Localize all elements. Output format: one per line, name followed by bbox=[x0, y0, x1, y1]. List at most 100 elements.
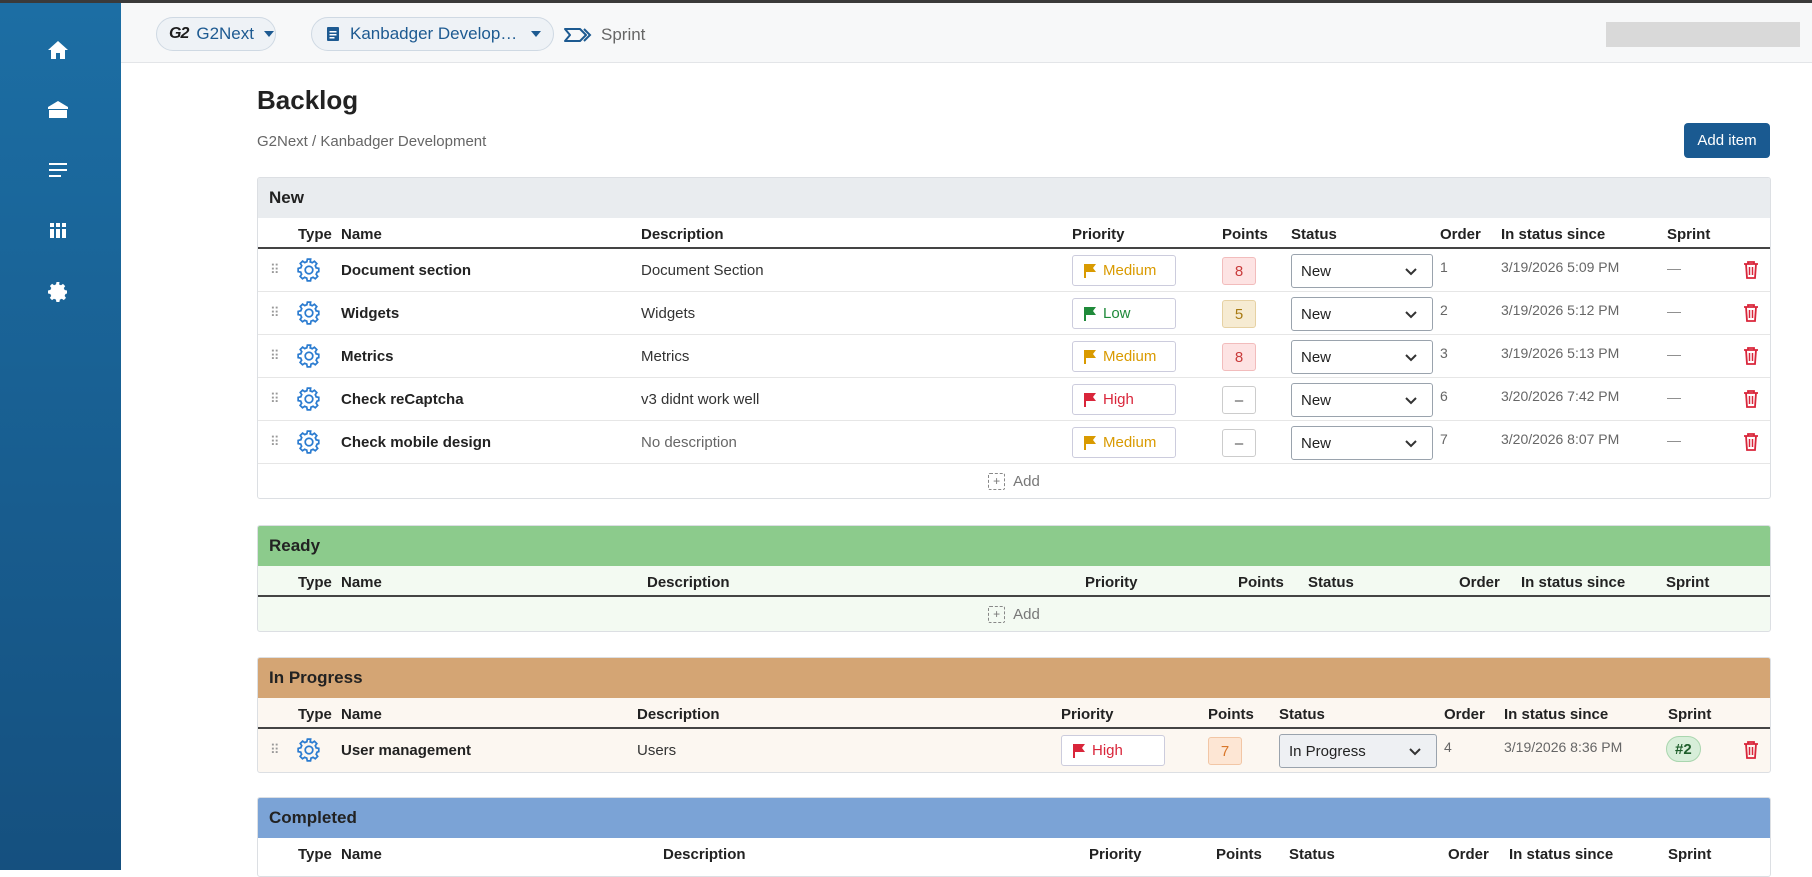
window-top-border bbox=[0, 0, 1812, 3]
status-select[interactable]: New bbox=[1291, 383, 1433, 417]
gear-icon[interactable] bbox=[43, 277, 73, 307]
item-order: 2 bbox=[1440, 302, 1448, 318]
column-headers: Type Name Description Priority Points St… bbox=[258, 218, 1770, 249]
add-item-button[interactable]: Add item bbox=[1684, 123, 1770, 158]
points-badge[interactable]: 8 bbox=[1222, 343, 1256, 371]
bank-icon[interactable] bbox=[43, 95, 73, 125]
item-description: Metrics bbox=[641, 348, 690, 365]
drag-handle-icon[interactable]: ⠿ bbox=[270, 305, 279, 320]
sprint-arrow-icon bbox=[564, 28, 592, 42]
col-type: Type bbox=[298, 226, 332, 243]
column-headers: Type Name Description Priority Points St… bbox=[258, 698, 1770, 729]
points-badge[interactable]: 5 bbox=[1222, 300, 1256, 328]
item-name[interactable]: Check mobile design bbox=[341, 434, 492, 451]
item-order: 3 bbox=[1440, 345, 1448, 361]
trash-icon[interactable] bbox=[1741, 739, 1761, 761]
table-row[interactable]: ⠿ Widgets Widgets Low 5 New 2 3/19/2026 … bbox=[258, 292, 1770, 335]
item-description: Widgets bbox=[641, 305, 696, 322]
project-switcher[interactable]: Kanbadger Develop… bbox=[311, 17, 554, 51]
table-row[interactable]: ⠿ Check reCaptcha v3 didnt work well Hig… bbox=[258, 378, 1770, 421]
status-select[interactable]: New bbox=[1291, 254, 1433, 288]
trash-icon[interactable] bbox=[1741, 259, 1761, 281]
add-row-button[interactable]: + Add bbox=[258, 464, 1770, 498]
item-since: 3/20/2026 7:42 PM bbox=[1501, 388, 1620, 404]
trash-icon[interactable] bbox=[1741, 431, 1761, 453]
item-name[interactable]: User management bbox=[341, 742, 472, 759]
item-since: 3/19/2026 5:09 PM bbox=[1501, 259, 1620, 275]
chevron-down-icon bbox=[1405, 268, 1417, 276]
section-ready: Ready Type Name Description Priority Poi… bbox=[257, 525, 1771, 632]
add-label: Add bbox=[1013, 605, 1040, 623]
sprint-badge[interactable]: #2 bbox=[1666, 736, 1701, 762]
chevron-down-icon bbox=[1405, 397, 1417, 405]
col-status: Status bbox=[1289, 846, 1335, 863]
col-priority: Priority bbox=[1089, 846, 1142, 863]
drag-handle-icon[interactable]: ⠿ bbox=[270, 391, 279, 406]
status-select[interactable]: New bbox=[1291, 297, 1433, 331]
priority-label: High bbox=[1092, 742, 1123, 759]
drag-handle-icon[interactable]: ⠿ bbox=[270, 742, 279, 757]
col-since: In status since bbox=[1504, 706, 1609, 723]
list-icon[interactable] bbox=[43, 155, 73, 185]
trash-icon[interactable] bbox=[1741, 345, 1761, 367]
section-title: Completed bbox=[258, 798, 1770, 838]
col-description: Description bbox=[641, 226, 724, 243]
sidebar bbox=[0, 3, 121, 870]
points-badge[interactable]: 8 bbox=[1222, 257, 1256, 285]
drag-handle-icon[interactable]: ⠿ bbox=[270, 434, 279, 449]
add-row-button[interactable]: + Add bbox=[258, 597, 1770, 631]
status-select[interactable]: New bbox=[1291, 340, 1433, 374]
item-order: 1 bbox=[1440, 259, 1448, 275]
gear-type-icon bbox=[297, 301, 320, 325]
points-badge[interactable]: – bbox=[1222, 429, 1256, 457]
chevron-down-icon bbox=[263, 31, 274, 37]
drag-handle-icon[interactable]: ⠿ bbox=[270, 348, 279, 363]
points-badge[interactable]: – bbox=[1222, 386, 1256, 414]
drag-handle-icon[interactable]: ⠿ bbox=[270, 262, 279, 277]
col-type: Type bbox=[298, 706, 332, 723]
status-select[interactable]: In Progress bbox=[1279, 734, 1437, 768]
home-icon[interactable] bbox=[43, 35, 73, 65]
priority-select[interactable]: Medium bbox=[1072, 427, 1176, 458]
col-order: Order bbox=[1459, 574, 1500, 591]
gear-type-icon bbox=[297, 387, 320, 411]
col-sprint: Sprint bbox=[1666, 574, 1710, 591]
col-priority: Priority bbox=[1072, 226, 1125, 243]
item-order: 6 bbox=[1440, 388, 1448, 404]
table-row[interactable]: ⠿ Metrics Metrics Medium 8 New 3 3/19/20… bbox=[258, 335, 1770, 378]
priority-select[interactable]: Medium bbox=[1072, 255, 1176, 286]
status-select[interactable]: New bbox=[1291, 426, 1433, 460]
flag-icon bbox=[1084, 263, 1096, 278]
priority-label: Medium bbox=[1103, 434, 1157, 451]
gear-type-icon bbox=[297, 430, 320, 454]
user-menu-placeholder[interactable] bbox=[1606, 22, 1800, 47]
org-switcher[interactable]: G2 G2Next bbox=[156, 17, 276, 51]
item-name[interactable]: Metrics bbox=[341, 348, 394, 365]
col-status: Status bbox=[1291, 226, 1337, 243]
col-points: Points bbox=[1238, 574, 1284, 591]
col-description: Description bbox=[663, 846, 746, 863]
item-name[interactable]: Document section bbox=[341, 262, 472, 279]
col-description: Description bbox=[647, 574, 730, 591]
sprint-link[interactable]: Sprint bbox=[601, 25, 646, 44]
priority-select[interactable]: Medium bbox=[1072, 341, 1176, 372]
status-value: New bbox=[1301, 262, 1332, 280]
gear-type-icon bbox=[297, 344, 320, 368]
priority-select[interactable]: Low bbox=[1072, 298, 1176, 329]
section-title: In Progress bbox=[258, 658, 1770, 698]
trash-icon[interactable] bbox=[1741, 388, 1761, 410]
priority-select[interactable]: High bbox=[1061, 735, 1165, 766]
priority-select[interactable]: High bbox=[1072, 384, 1176, 415]
trash-icon[interactable] bbox=[1741, 302, 1761, 324]
chevron-down-icon bbox=[531, 31, 541, 37]
board-icon[interactable] bbox=[43, 215, 73, 245]
item-name[interactable]: Check reCaptcha bbox=[341, 391, 464, 408]
item-name[interactable]: Widgets bbox=[341, 305, 400, 322]
points-badge[interactable]: 7 bbox=[1208, 737, 1242, 765]
col-type: Type bbox=[298, 846, 332, 863]
table-row[interactable]: ⠿ User management Users High 7 In Progre… bbox=[258, 729, 1770, 772]
table-row[interactable]: ⠿ Check mobile design No description Med… bbox=[258, 421, 1770, 464]
col-since: In status since bbox=[1509, 846, 1614, 863]
table-row[interactable]: ⠿ Document section Document Section Medi… bbox=[258, 249, 1770, 292]
status-value: In Progress bbox=[1289, 742, 1366, 760]
